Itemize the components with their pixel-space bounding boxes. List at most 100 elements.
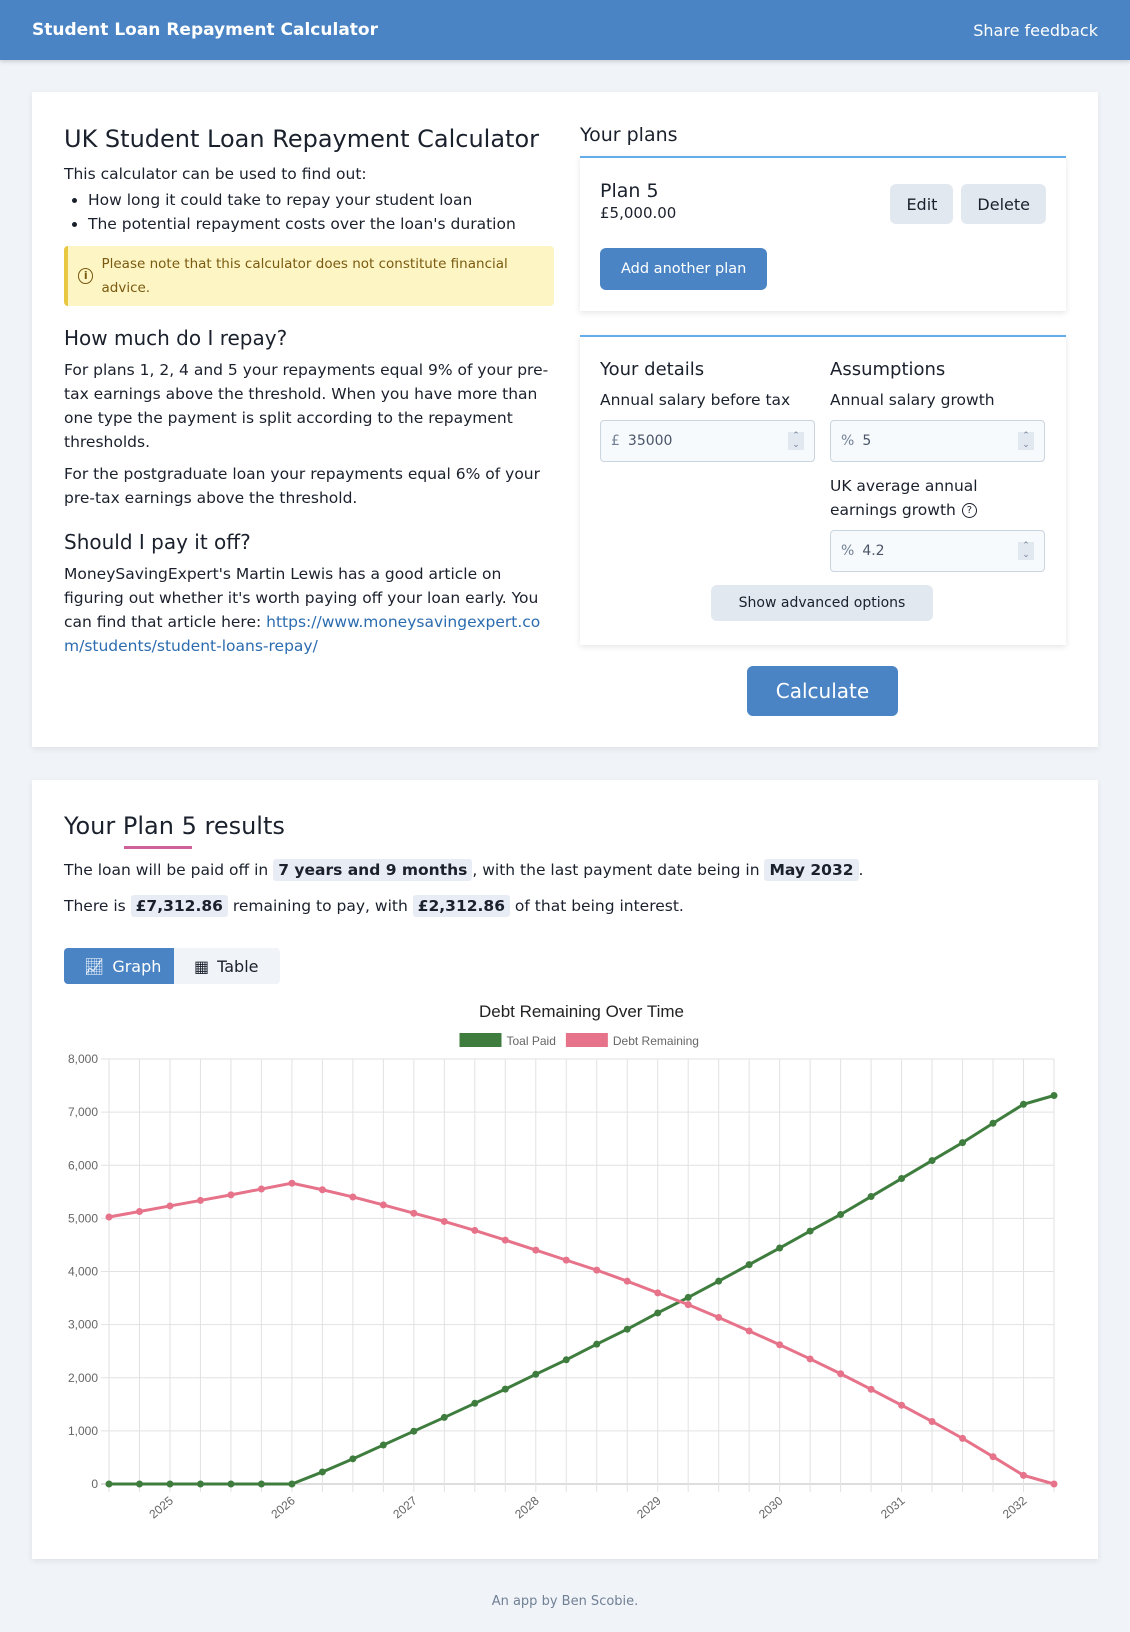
data-point: [867, 1193, 875, 1201]
data-point: [501, 1385, 509, 1393]
data-point: [898, 1175, 906, 1183]
data-point: [745, 1327, 753, 1335]
add-plan-button[interactable]: Add another plan: [600, 248, 768, 290]
app-header: Student Loan Repayment Calculator Share …: [0, 0, 1130, 60]
salary-input[interactable]: £35000 ⌃ ⌄: [600, 420, 815, 462]
data-point: [959, 1434, 967, 1442]
data-point: [196, 1480, 204, 1488]
data-point: [166, 1202, 174, 1210]
footer-credit: An app by Ben Scobie.: [491, 1594, 639, 1609]
data-point: [440, 1413, 448, 1421]
delete-plan-button[interactable]: Delete: [961, 184, 1046, 224]
debt-chart: Debt Remaining Over Time Toal Paid Debt Re…: [68, 1002, 1058, 1521]
chart-icon: 📈︎: [84, 956, 105, 976]
payoff-text: MoneySavingExpert's Martin Lewis has a g…: [64, 562, 554, 658]
legend-label: Debt Remaining: [613, 1034, 699, 1048]
uk-growth-value: 4.2: [862, 543, 885, 559]
calculator-card: UK Student Loan Repayment Calculator Thi…: [32, 92, 1098, 747]
payoff-heading: Should I pay it off?: [64, 530, 251, 554]
stepper-icon[interactable]: ⌃ ⌄: [1018, 432, 1034, 450]
repay-heading: How much do I repay?: [64, 326, 288, 350]
data-point: [867, 1385, 875, 1393]
data-point: [196, 1196, 204, 1204]
tab-graph[interactable]: 📈︎ Graph: [64, 948, 174, 984]
mse-link[interactable]: https://www.moneysavingexpert.com/studen…: [64, 613, 541, 655]
data-point: [532, 1370, 540, 1378]
data-point: [928, 1417, 936, 1425]
data-point: [989, 1453, 997, 1461]
growth-label: Annual salary growth: [830, 391, 995, 409]
help-icon[interactable]: ?: [961, 503, 977, 518]
duration-badge: 7 years and 9 months: [273, 859, 473, 881]
tab-graph-label: Graph: [112, 956, 162, 976]
last-date-badge: May 2032: [764, 859, 859, 881]
legend-swatch: [565, 1033, 608, 1047]
plans-section: Your plans Plan 5 £5,000.00 Edit Delete …: [580, 124, 1066, 716]
y-tick-label: 1,000: [68, 1424, 98, 1438]
uk-growth-label-text: UK average annual earnings growth: [830, 477, 978, 519]
series-line: [109, 1094, 1055, 1486]
data-point: [715, 1277, 723, 1285]
plan-name: Plan 5: [600, 180, 659, 202]
uk-growth-input[interactable]: % 4.2 ⌃ ⌄: [830, 530, 1045, 572]
data-point: [440, 1217, 448, 1225]
page-title: UK Student Loan Repayment Calculator: [64, 125, 539, 153]
percent-prefix: %: [841, 543, 855, 559]
growth-value: 5: [862, 433, 872, 449]
interest-badge: £2,312.86: [412, 895, 510, 917]
disclaimer-note: i Please note that this calculator does n…: [64, 246, 554, 306]
data-point: [288, 1480, 296, 1488]
x-tick-label: 2031: [878, 1493, 908, 1521]
intro-lead: This calculator can be used to find out:: [64, 165, 367, 183]
x-tick-label: 2027: [390, 1493, 420, 1521]
data-point: [257, 1185, 265, 1193]
y-tick-label: 7,000: [68, 1105, 98, 1119]
list-item: The potential repayment costs over the l…: [88, 212, 554, 236]
results-title-suffix: results: [196, 812, 285, 840]
plans-title: Your plans: [580, 124, 678, 146]
x-tick-label: 2026: [268, 1493, 298, 1521]
chart-title: Debt Remaining Over Time: [479, 1002, 684, 1021]
x-tick-label: 2032: [1000, 1493, 1030, 1521]
data-point: [562, 1356, 570, 1364]
list-item: How long it could take to repay your stu…: [88, 188, 554, 212]
repay-text-pg: For the postgraduate loan your repayment…: [64, 465, 540, 507]
data-point: [989, 1119, 997, 1127]
tab-table-label: Table: [217, 956, 259, 976]
data-point: [1050, 1091, 1058, 1099]
stepper-icon[interactable]: ⌃ ⌄: [1018, 542, 1034, 560]
disclaimer-text: Please note that this calculator does no…: [101, 256, 508, 296]
text: The loan will be paid off in: [64, 861, 274, 879]
data-point: [135, 1480, 143, 1488]
edit-plan-button[interactable]: Edit: [890, 184, 954, 224]
title-underline: [124, 846, 192, 849]
data-point: [105, 1480, 113, 1488]
tab-table[interactable]: ▦ Table: [174, 948, 279, 984]
x-tick-label: 2028: [512, 1493, 542, 1521]
data-point: [318, 1468, 326, 1476]
intro-list: How long it could take to repay your stu…: [88, 188, 554, 236]
data-point: [227, 1191, 235, 1199]
salary-growth-input[interactable]: % 5 ⌃ ⌄: [830, 420, 1045, 462]
data-point: [745, 1261, 753, 1269]
payoff-text-body: MoneySavingExpert's Martin Lewis has a g…: [64, 565, 539, 631]
data-point: [471, 1226, 479, 1234]
data-point: [806, 1355, 814, 1363]
data-point: [410, 1209, 418, 1217]
data-point: [379, 1201, 387, 1209]
stepper-icon[interactable]: ⌃ ⌄: [788, 432, 804, 450]
share-feedback-link[interactable]: Share feedback: [973, 20, 1098, 40]
table-icon: ▦: [194, 956, 210, 976]
data-point: [684, 1293, 692, 1301]
percent-prefix: %: [841, 433, 855, 449]
data-point: [776, 1244, 784, 1252]
data-point: [806, 1227, 814, 1235]
advanced-options-button[interactable]: Show advanced options: [711, 585, 933, 621]
results-card: Your Plan 5 results The loan will be pai…: [32, 780, 1098, 1559]
info-icon: i: [78, 268, 94, 284]
payoff-summary: The loan will be paid off in 7 years and…: [64, 858, 1066, 882]
calculate-button[interactable]: Calculate: [747, 666, 898, 716]
salary-value: 35000: [627, 433, 673, 449]
details-panel: Your details Annual salary before tax £3…: [580, 335, 1066, 645]
text: .: [858, 861, 864, 879]
